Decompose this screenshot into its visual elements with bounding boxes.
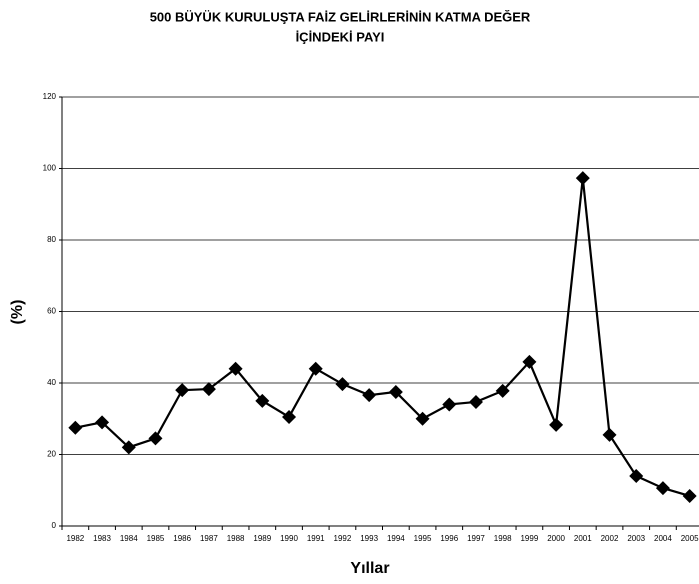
y-tick-label: 0 xyxy=(52,521,57,530)
y-tick-label: 40 xyxy=(47,378,56,387)
x-tick-label: 1999 xyxy=(520,534,538,543)
marker xyxy=(201,382,216,397)
x-tick-label: 1988 xyxy=(227,534,245,543)
x-tick-label: 1989 xyxy=(253,534,271,543)
x-tick-label: 2000 xyxy=(547,534,565,543)
x-tick-label: 1982 xyxy=(66,534,84,543)
x-tick-label: 1984 xyxy=(120,534,138,543)
line xyxy=(75,178,690,498)
marker xyxy=(655,481,670,496)
marker xyxy=(148,431,163,446)
x-tick-label: 1985 xyxy=(147,534,165,543)
x-tick-label: 1986 xyxy=(173,534,191,543)
y-tick-label: 20 xyxy=(47,450,56,459)
x-axis-label: Yıllar xyxy=(350,560,389,577)
x-tick-label: 2003 xyxy=(627,534,645,543)
marker xyxy=(442,397,457,412)
marker xyxy=(415,411,430,426)
marker xyxy=(682,488,697,503)
marker xyxy=(95,415,110,430)
x-tick-label: 1990 xyxy=(280,534,298,543)
marker xyxy=(362,388,377,403)
chart-title: 500 BÜYÜK KURULUŞTA FAİZ GELİRLERİNİN KA… xyxy=(150,9,531,24)
x-tick-label: 1996 xyxy=(440,534,458,543)
marker xyxy=(602,427,617,442)
marker xyxy=(495,383,510,398)
x-tick-label: 1994 xyxy=(387,534,405,543)
x-tick-label: 1991 xyxy=(307,534,325,543)
x-tick-label: 1992 xyxy=(334,534,352,543)
x-tick-label: 1987 xyxy=(200,534,218,543)
marker xyxy=(68,420,83,435)
x-tick-label: 1997 xyxy=(467,534,485,543)
marker xyxy=(175,383,190,398)
x-tick-label: 2004 xyxy=(654,534,672,543)
x-tick-label: 1993 xyxy=(360,534,378,543)
x-tick-label: 2001 xyxy=(574,534,592,543)
x-tick-label: 1983 xyxy=(93,534,111,543)
marker xyxy=(255,393,270,408)
x-tick-label: 2005 xyxy=(681,534,699,543)
marker xyxy=(228,361,243,376)
chart-title: İÇİNDEKİ PAYI xyxy=(296,29,385,44)
marker xyxy=(468,394,483,409)
marker xyxy=(282,409,297,424)
y-tick-label: 80 xyxy=(47,235,56,244)
marker xyxy=(121,440,136,455)
y-axis-label: (%) xyxy=(9,300,26,325)
marker xyxy=(575,171,590,186)
x-tick-label: 2002 xyxy=(601,534,619,543)
marker xyxy=(335,377,350,392)
marker xyxy=(308,361,323,376)
marker xyxy=(522,354,537,369)
x-tick-label: 1995 xyxy=(414,534,432,543)
y-tick-label: 120 xyxy=(43,92,57,101)
x-tick-label: 1998 xyxy=(494,534,512,543)
y-tick-label: 100 xyxy=(43,164,57,173)
y-tick-label: 60 xyxy=(47,307,56,316)
marker xyxy=(549,417,564,432)
marker xyxy=(388,384,403,399)
marker xyxy=(629,468,644,483)
